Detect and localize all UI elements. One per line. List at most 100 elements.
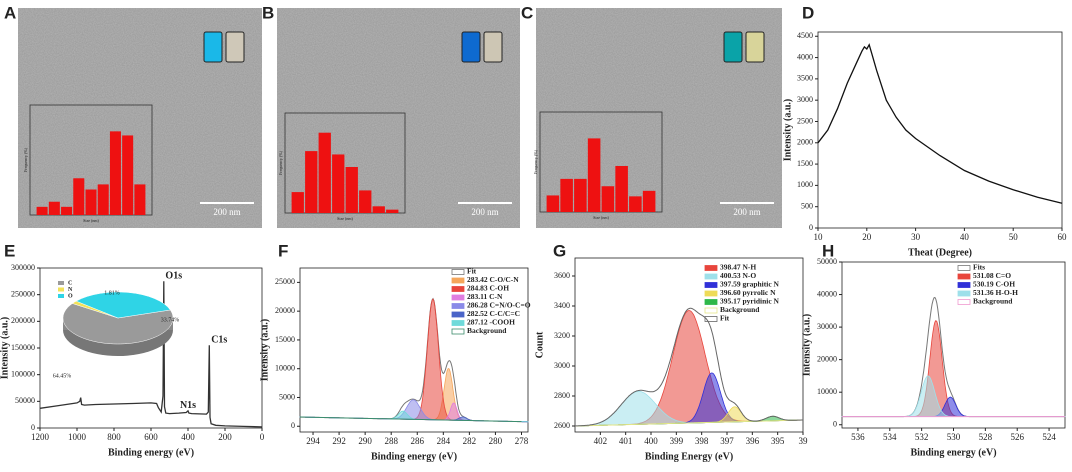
x-axis-label: Binding energy (eV) — [371, 451, 457, 462]
pie-label: 1.81% — [104, 290, 120, 296]
panel-label: C — [521, 3, 533, 22]
x-tick-label: 400 — [644, 436, 658, 446]
x-tick-label: 399 — [670, 436, 684, 446]
x-tick-label: 600 — [144, 432, 158, 442]
x-tick-label: 800 — [107, 432, 121, 442]
hist-bar — [560, 178, 573, 212]
panel-label: A — [4, 3, 16, 22]
x-tick-label: 292 — [332, 436, 346, 446]
hist-bar — [73, 178, 85, 215]
x-tick-label: 284 — [437, 436, 451, 446]
hist-bar — [109, 131, 121, 215]
x-tick-label: 526 — [1010, 432, 1024, 442]
peak-component — [574, 310, 804, 427]
y-tick-label: 200000 — [11, 316, 35, 325]
y-tick-label: 20000 — [817, 354, 837, 363]
y-tick-label: 300000 — [11, 263, 35, 272]
scale-bar-label: 200 nm — [213, 207, 240, 217]
legend-label: 282.52 C-C/C=C — [467, 309, 520, 318]
x-axis-label: Binding Energy (eV) — [645, 451, 733, 462]
peak-component — [299, 399, 529, 423]
legend-swatch — [451, 294, 465, 301]
y-tick-label: 250000 — [11, 289, 35, 298]
x-tick-label: 402 — [594, 436, 608, 446]
vial-photo — [745, 31, 765, 63]
x-axis-label: Binding energy (eV) — [108, 447, 194, 458]
legend-swatch — [451, 328, 465, 335]
vial-photo — [461, 31, 481, 63]
legend-label: 287.12 -COOH — [467, 318, 515, 327]
inset-y-label: Frequency (%) — [23, 147, 28, 172]
legend-label: 395.17 pyridinic N — [720, 297, 780, 306]
inset-frame — [284, 112, 406, 214]
y-tick-label: 50000 — [15, 396, 35, 405]
inset-y-label: Frequency (%) — [533, 149, 538, 174]
pie-legend-label: C — [68, 280, 72, 286]
x-tick-label: 524 — [1042, 432, 1056, 442]
hist-bar — [629, 196, 642, 212]
panel-label: F — [278, 241, 288, 260]
hist-bar — [601, 186, 615, 212]
y-axis-label: Intensity (a.u.) — [259, 319, 270, 382]
y-tick-label: 30000 — [817, 322, 837, 331]
x-tick-label: 534 — [883, 432, 897, 442]
hist-bar — [642, 190, 656, 212]
y-tick-label: 2500 — [797, 116, 813, 125]
legend-label: Background — [973, 297, 1013, 306]
pie-label: 64.45% — [53, 373, 72, 379]
legend-swatch — [451, 320, 465, 326]
background-line — [299, 416, 522, 423]
y-tick-label: 2600 — [554, 421, 570, 430]
y-tick-label: 2800 — [554, 391, 570, 400]
x-tick-label: 532 — [915, 432, 929, 442]
y-tick-label: 15000 — [275, 335, 295, 344]
y-tick-label: 3500 — [797, 74, 813, 83]
pie-label: 33.74% — [161, 317, 180, 323]
y-tick-label: 10000 — [275, 364, 295, 373]
hist-bar — [615, 166, 628, 212]
legend-label: Fit — [467, 267, 477, 276]
x-tick-label: 286 — [411, 436, 425, 446]
y-tick-label: 3600 — [554, 271, 570, 280]
legend-swatch — [957, 282, 971, 288]
x-tick-label: 200 — [218, 432, 232, 442]
plot-frame — [299, 267, 529, 433]
x-tick-label: 30 — [911, 232, 921, 242]
x-tick-label: 282 — [463, 436, 477, 446]
legend-swatch — [957, 265, 971, 271]
legend-label: 286.28 C=N/O-C=O — [467, 301, 531, 310]
hist-bar — [48, 201, 60, 215]
legend-label: 284.83 C-OH — [467, 284, 509, 293]
legend-swatch — [704, 265, 718, 271]
pie-legend-swatch — [58, 281, 64, 285]
legend-swatch — [704, 316, 718, 322]
legend-label: 283.42 C-O/C-N — [467, 275, 519, 284]
y-tick-label: 4000 — [797, 52, 813, 61]
inset-x-label: Size (nm) — [593, 215, 609, 220]
panel-label: G — [553, 241, 566, 260]
legend-swatch — [704, 290, 718, 297]
y-tick-label: 150000 — [11, 343, 35, 352]
y-tick-label: 3400 — [554, 301, 570, 310]
y-axis-label: Intensity (a.u.) — [0, 317, 10, 380]
y-tick-label: 25000 — [275, 277, 295, 286]
vial-photo — [225, 31, 245, 63]
x-tick-label: 397 — [720, 436, 734, 446]
pie-slice — [62, 303, 174, 345]
legend-label: Fits — [973, 263, 985, 272]
x-tick-label: 398 — [695, 436, 709, 446]
hist-bar — [36, 206, 48, 215]
hist-bar — [122, 135, 134, 215]
hist-bar — [85, 189, 97, 215]
data-line — [39, 281, 263, 428]
legend-swatch — [704, 282, 718, 288]
legend-label: 530.19 C-OH — [973, 280, 1015, 289]
y-tick-label: 5000 — [279, 392, 295, 401]
plot-frame — [817, 31, 1063, 229]
y-tick-label: 0 — [31, 423, 35, 432]
hist-bar — [386, 209, 399, 213]
peak-annotation: N1s — [180, 400, 196, 411]
hist-bar — [546, 195, 560, 212]
y-axis-label: Count — [534, 331, 545, 358]
x-tick-label: 39 — [799, 436, 809, 446]
